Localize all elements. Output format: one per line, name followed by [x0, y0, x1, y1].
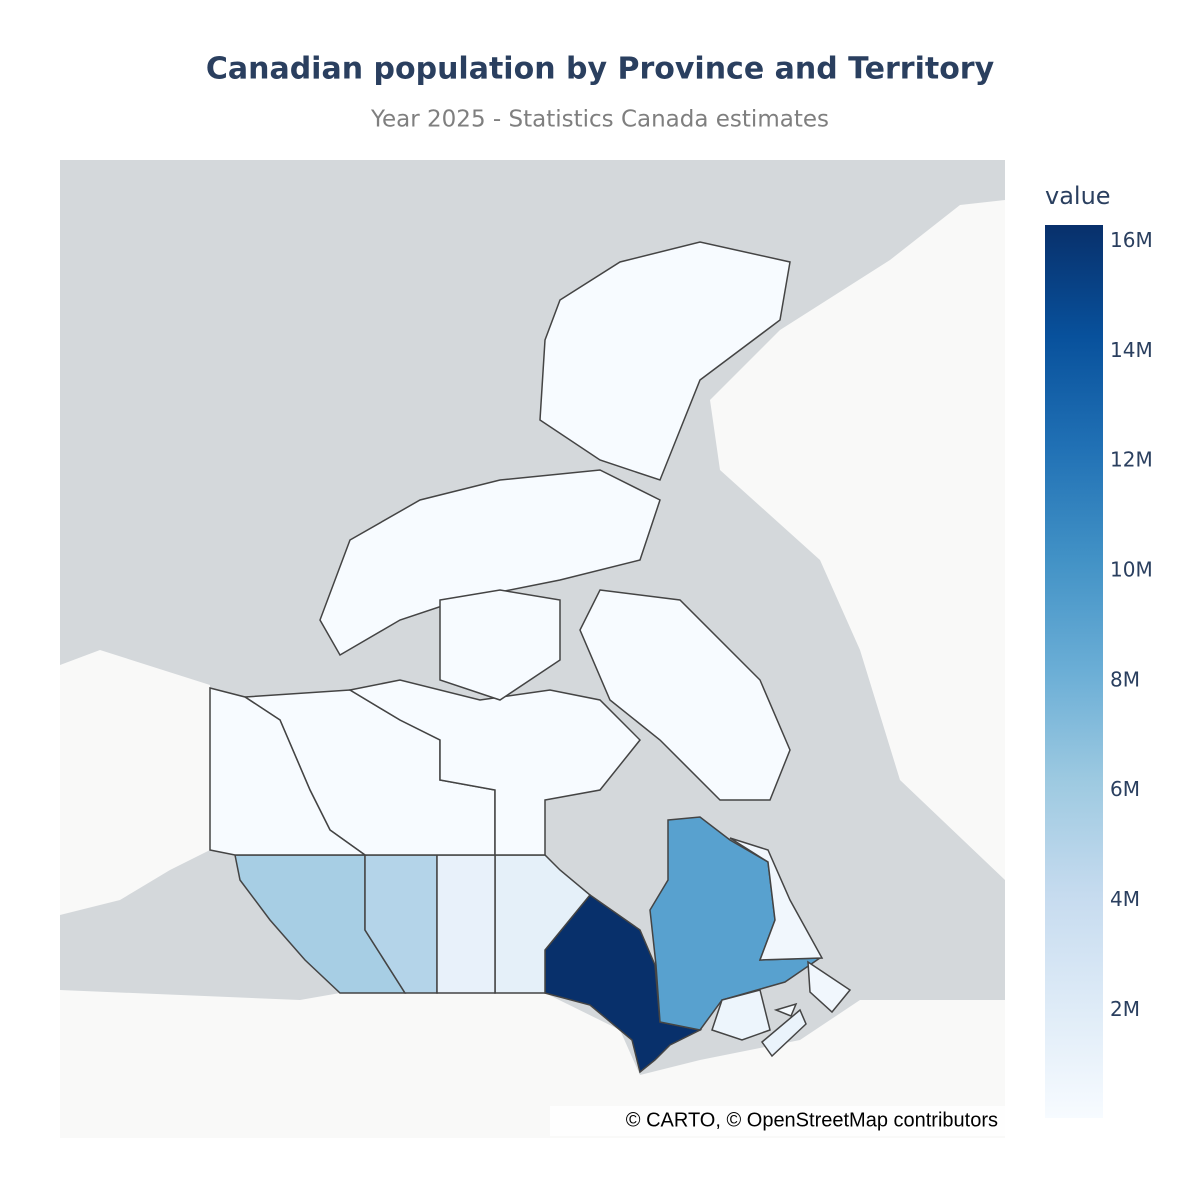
region	[494, 854, 592, 994]
colorbar-tick-label: 10M	[1110, 558, 1153, 582]
colorbar-tick-label: 4M	[1110, 887, 1140, 911]
region	[209, 687, 368, 856]
region	[319, 469, 661, 657]
region	[760, 1008, 807, 1058]
regions	[209, 241, 852, 1074]
colorbar	[1045, 225, 1103, 1118]
alaska	[60, 650, 210, 915]
region	[773, 1002, 798, 1017]
colorbar-tick-label: 6M	[1110, 777, 1140, 801]
colorbar-tick-label: 8M	[1110, 667, 1140, 691]
region	[807, 960, 852, 1014]
region	[579, 589, 791, 801]
attribution-bg	[550, 1106, 1005, 1136]
region	[711, 989, 771, 1041]
region	[539, 241, 791, 481]
colorbar-tick-label: 14M	[1110, 338, 1153, 362]
subtitle: Year 2025 - Statistics Canada estimates	[370, 107, 829, 133]
usa	[60, 990, 1005, 1138]
attribution: © CARTO, © OpenStreetMap contributors	[626, 1109, 998, 1131]
region	[439, 589, 561, 701]
region	[436, 854, 496, 994]
colorbar-tick-label: 2M	[1110, 997, 1140, 1021]
colorbar-ticks: 2M 4M 6M 8M 10M 12M 14M 16M	[1110, 228, 1153, 1021]
colorbar-tick-label: 12M	[1110, 448, 1153, 472]
title: Canadian population by Province and Terr…	[206, 52, 995, 87]
greenland	[710, 200, 1005, 880]
region	[649, 816, 823, 1031]
colorbar-title: value	[1045, 182, 1111, 210]
region	[729, 837, 824, 961]
map: © CARTO, © OpenStreetMap contributors	[60, 160, 1005, 1138]
colorbar-tick-label: 16M	[1110, 228, 1153, 252]
